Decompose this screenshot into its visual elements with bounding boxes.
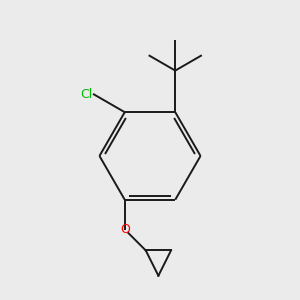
Text: O: O [120, 223, 130, 236]
Text: Cl: Cl [80, 88, 92, 101]
